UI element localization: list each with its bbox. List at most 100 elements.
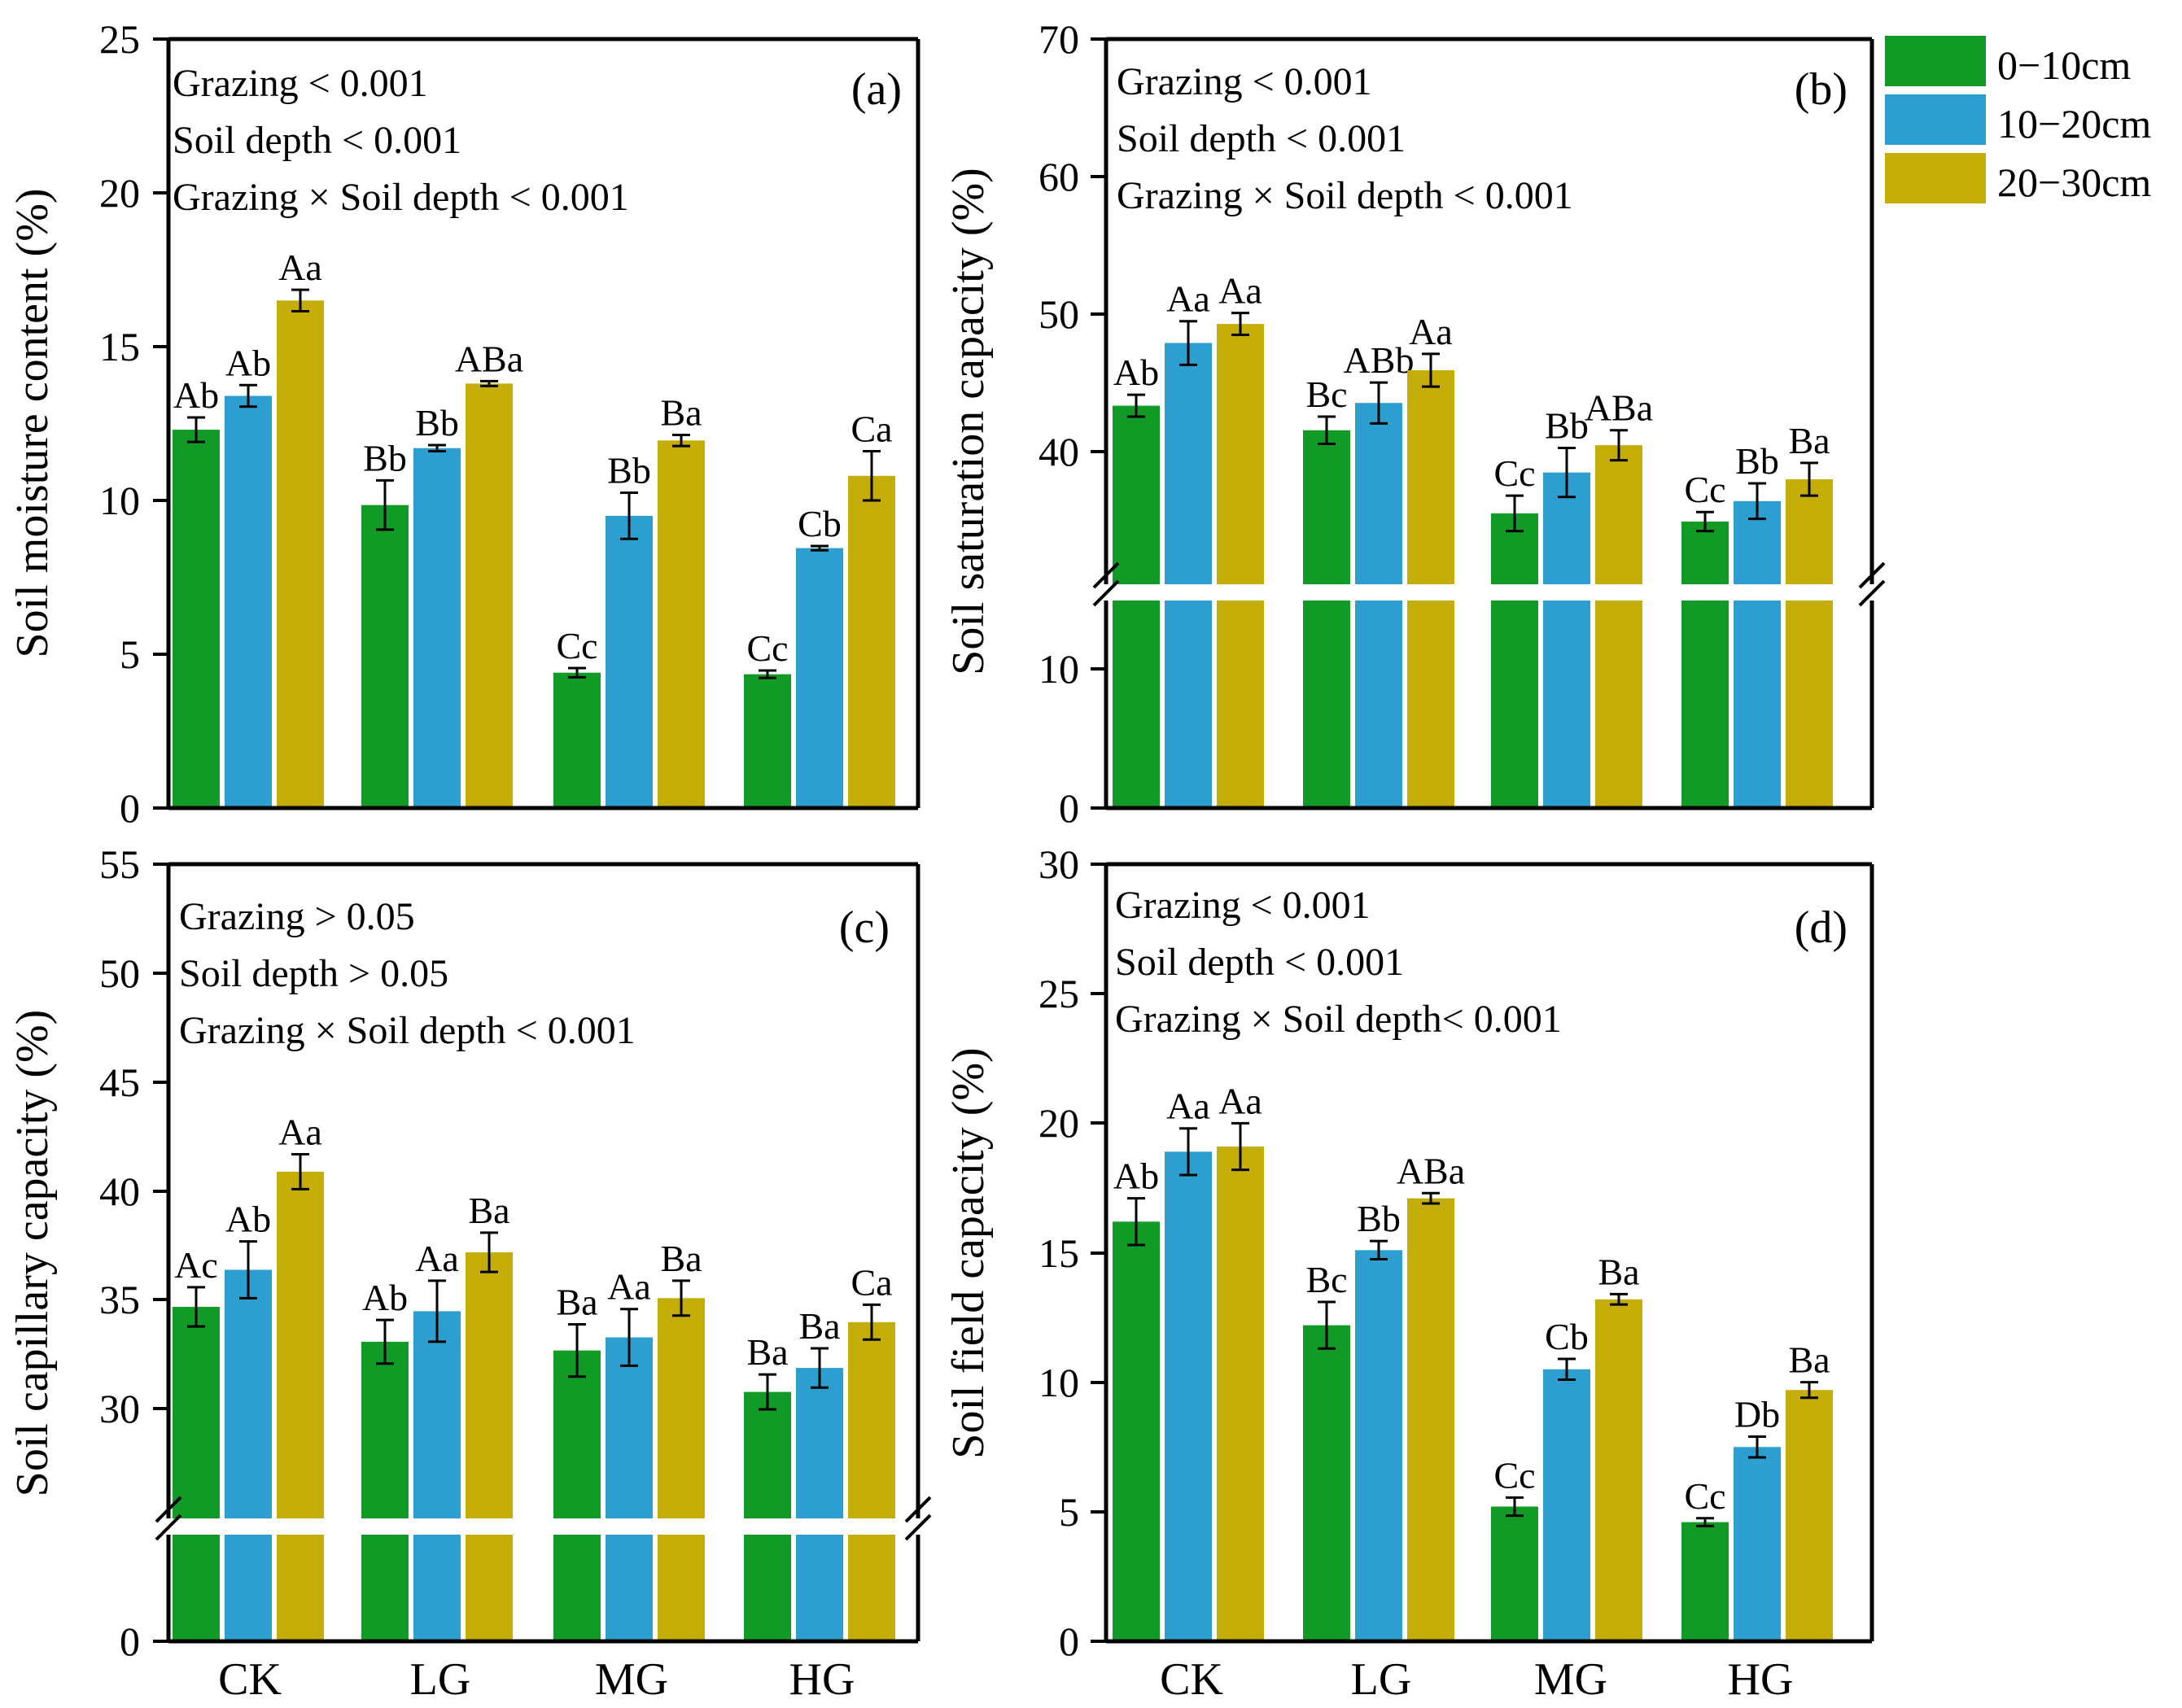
panel-b-lg-d0-10-bar-lower bbox=[1303, 601, 1350, 808]
panel-b-hg-d20-30-bar-lower bbox=[1786, 601, 1833, 808]
panel-a-ck-d20-30-error-bar bbox=[291, 288, 309, 313]
panel-c-mg-d20-30-error-bar bbox=[672, 1279, 690, 1317]
panel-c-hg-d0-10-bar bbox=[744, 1391, 791, 1518]
panel-c-lg-d20-30-letter: Ba bbox=[468, 1190, 509, 1231]
panel-c-ck-d10-20-bar-lower bbox=[225, 1535, 272, 1641]
panel-b-ck-d20-30-letter: Aa bbox=[1218, 270, 1262, 312]
x-tick-label-d-hg: HG bbox=[1728, 1654, 1794, 1705]
panel-d-hg-d20-30-bar bbox=[1786, 1390, 1833, 1641]
panel-b-lg-d20-30-bar bbox=[1407, 370, 1454, 584]
panel-a-hg-d20-30-bar bbox=[848, 475, 895, 808]
panel-b-lg-d10-20-letter: ABb bbox=[1344, 339, 1415, 381]
panel-b-lg-d10-20-error-bar bbox=[1370, 381, 1388, 425]
panel-d-y-ticks: 0 5 10 15 20 25 30 bbox=[1039, 841, 1106, 1664]
x-tick-label-d-ck: CK bbox=[1160, 1654, 1223, 1705]
panel-d-lg-d10-20-bar bbox=[1355, 1250, 1402, 1641]
panel-c-mg-d0-10-bar-lower bbox=[553, 1535, 601, 1641]
panel-b-lg-d10-20-bar bbox=[1355, 403, 1402, 584]
x-tick-label-c-lg: LG bbox=[410, 1654, 471, 1705]
panel-d-stat-2: Grazing × Soil depth< 0.001 bbox=[1115, 998, 1562, 1041]
legend-label-20-30cm: 20−30cm bbox=[1997, 159, 2151, 205]
panel-b-mg-d20-30-bar-lower bbox=[1595, 601, 1642, 808]
panel-d-stat-0: Grazing < 0.001 bbox=[1115, 884, 1371, 927]
panel-b-mg-d20-30-bar bbox=[1595, 445, 1642, 584]
panel-d-lg-d20-30-error-bar bbox=[1422, 1191, 1440, 1205]
panel-a-ytick-1: 5 bbox=[120, 631, 140, 677]
panel-a-ytick-4: 20 bbox=[99, 170, 140, 216]
panel-c-axis-break-marks bbox=[155, 1496, 932, 1541]
panel-d-ytick-0: 0 bbox=[1059, 1618, 1079, 1664]
panel-c-hg-d0-10-bar-lower bbox=[744, 1535, 791, 1641]
panel-a-ck-d10-20-error-bar bbox=[239, 383, 257, 408]
panel-a-ck-d20-30-bar bbox=[277, 300, 324, 808]
panel-b-ck-d10-20-error-bar bbox=[1179, 320, 1197, 366]
panel-d-ck-d10-20-error-bar bbox=[1179, 1127, 1197, 1177]
panel-b-ytick-4: 60 bbox=[1039, 154, 1079, 199]
x-tick-label-d-mg: MG bbox=[1534, 1654, 1607, 1705]
panel-d-lg-d10-20-letter: Bb bbox=[1357, 1198, 1401, 1239]
panel-c-lg-d20-30-bar-lower bbox=[466, 1535, 513, 1641]
panel-a-ck-d0-10-bar bbox=[173, 430, 220, 808]
panel-c-ck-d20-30-bar bbox=[277, 1171, 324, 1518]
panel-c-mg-d20-30-bar bbox=[658, 1298, 705, 1518]
panel-d-hg-d10-20-bar bbox=[1734, 1447, 1781, 1641]
panel-b-hg-d10-20-error-bar bbox=[1748, 482, 1766, 521]
panel-d-lg-d20-30-letter: ABa bbox=[1397, 1150, 1465, 1191]
panel-d-hg-d0-10-bar bbox=[1681, 1522, 1729, 1641]
panel-a-hg-d0-10-error-bar bbox=[759, 669, 776, 679]
panel-c-lg-d0-10-bar bbox=[361, 1341, 409, 1518]
panel-a-mg-d10-20-bar bbox=[606, 515, 653, 808]
panel-a-ytick-2: 10 bbox=[99, 478, 140, 523]
panel-a-label: (a) bbox=[851, 64, 902, 115]
panel-c-mg-d10-20-letter: Aa bbox=[607, 1266, 651, 1308]
panel-a-mg-d20-30-error-bar bbox=[672, 433, 690, 448]
panel-b-ck-d10-20-bar-lower bbox=[1165, 601, 1212, 808]
panel-b-mg-d10-20-letter: Bb bbox=[1545, 405, 1589, 447]
panel-b-ck-d0-10-letter: Ab bbox=[1113, 352, 1159, 393]
panel-b-ytick-3: 50 bbox=[1039, 291, 1079, 337]
panel-a-y-ticks: 0 5 10 15 20 25 bbox=[99, 16, 168, 831]
panel-a-lg-d20-30-error-bar bbox=[480, 379, 498, 387]
panel-a-mg-d0-10-letter: Cc bbox=[556, 625, 597, 666]
panel-a-hg-d20-30-error-bar bbox=[863, 450, 881, 502]
panel-b-ck-d20-30-error-bar bbox=[1231, 312, 1249, 336]
panel-d-ck-d0-10-bar bbox=[1113, 1221, 1160, 1641]
panel-a-lg-d10-20-error-bar bbox=[428, 443, 446, 453]
panel-a-hg-d10-20-letter: Cb bbox=[798, 503, 842, 544]
panel-c-lg-d20-30-bar bbox=[466, 1252, 513, 1518]
panel-c-ck-d0-10-letter: Ac bbox=[174, 1244, 218, 1286]
panel-d-stat-1: Soil depth < 0.001 bbox=[1115, 941, 1404, 984]
panel-d-lg-d0-10-bar bbox=[1303, 1325, 1350, 1641]
panel-d-ytick-6: 30 bbox=[1039, 841, 1079, 887]
panel-a-hg-d0-10-letter: Cc bbox=[746, 627, 788, 669]
panel-b-label: (b) bbox=[1795, 64, 1847, 115]
panel-c-ytick-1: 30 bbox=[99, 1386, 140, 1431]
panel-c-stat-2: Grazing × Soil depth < 0.001 bbox=[179, 1009, 636, 1052]
panel-c-ytick-5: 50 bbox=[99, 950, 140, 996]
panel-b-hg-d0-10-error-bar bbox=[1696, 510, 1714, 533]
panel-b-ytick-0: 0 bbox=[1059, 785, 1079, 831]
panel-d-hg-d10-20-letter: Db bbox=[1734, 1394, 1780, 1435]
panel-d-ck-d10-20-bar bbox=[1165, 1151, 1212, 1641]
panel-a-ck-d10-20-letter: Ab bbox=[225, 342, 271, 383]
panel-b-lg-d10-20-bar-lower bbox=[1355, 601, 1402, 808]
panel-d-mg-d0-10-bar bbox=[1491, 1506, 1538, 1641]
panel-c-hg-d20-30-bar-lower bbox=[848, 1535, 895, 1641]
panel-c-lg-d0-10-letter: Ab bbox=[362, 1277, 408, 1318]
panel-c-lg-d10-20-bar bbox=[413, 1311, 461, 1518]
panel-d-ytick-3: 15 bbox=[1039, 1230, 1079, 1276]
panel-c-mg-d20-30-letter: Ba bbox=[660, 1238, 702, 1279]
panel-d-mg-d10-20-error-bar bbox=[1558, 1357, 1576, 1381]
panel-c-hg-d10-20-error-bar bbox=[811, 1347, 829, 1389]
panel-a-ck-d10-20-bar bbox=[225, 395, 272, 808]
panel-d-mg-d0-10-error-bar bbox=[1506, 1496, 1524, 1518]
panel-d-ck-d20-30-bar bbox=[1217, 1146, 1264, 1641]
panel-b-ck-d20-30-bar-lower bbox=[1217, 601, 1264, 808]
legend: 0−10cm 10−20cm 20−30cm bbox=[1885, 36, 2151, 205]
panel-c-mg-d10-20-bar bbox=[606, 1337, 653, 1518]
panel-c-hg-d10-20-letter: Ba bbox=[798, 1305, 840, 1347]
legend-swatch-10-20cm bbox=[1885, 94, 1986, 145]
panel-a-mg-d20-30-letter: Ba bbox=[660, 391, 702, 433]
panel-c-ck-d0-10-bar-lower bbox=[173, 1535, 220, 1641]
